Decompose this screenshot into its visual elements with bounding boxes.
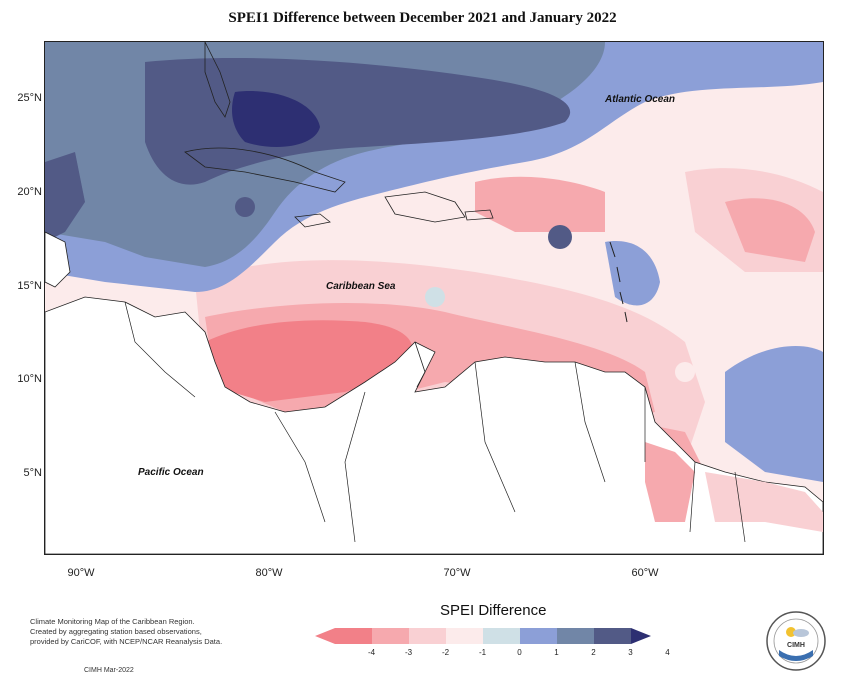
credits-block: Climate Monitoring Map of the Caribbean … (30, 617, 260, 647)
land-yucatan (45, 231, 71, 288)
land-region-pink-guiana (645, 442, 695, 522)
region-pink-leewards (475, 176, 605, 232)
legend-arrow-low (315, 628, 335, 644)
legend-swatch (372, 628, 409, 644)
legend-swatch (335, 628, 372, 644)
lat-label-15: 15°N (17, 280, 42, 292)
island-puerto-rico (464, 209, 494, 221)
region-light-spot (425, 287, 445, 307)
legend-tick-label: 0 (517, 648, 522, 657)
legend-swatch (483, 628, 520, 644)
lat-label-20: 20°N (17, 186, 42, 198)
region-dark-yucatan (45, 152, 85, 242)
region-red-colombia (205, 320, 413, 402)
lon-label-70: 70°W (443, 567, 471, 579)
credits-line-1: Climate Monitoring Map of the Caribbean … (30, 617, 195, 626)
label-pacific-ocean: Pacific Ocean (138, 467, 204, 478)
region-pale-spot (675, 362, 695, 382)
legend-tick-label: 3 (628, 648, 633, 657)
land-region-pink-suriname (705, 472, 823, 532)
region-dark-bahamas (145, 57, 571, 185)
spei-map (45, 42, 823, 554)
credits-line-2: Created by aggregating station based obs… (30, 627, 202, 636)
lon-label-90: 90°W (67, 567, 95, 579)
lake-maracaibo (414, 341, 426, 388)
florida-outline (204, 42, 231, 118)
logo-inner-ring (773, 618, 819, 664)
legend-title: SPEI Difference (440, 602, 547, 619)
legend-tick-label: -4 (367, 648, 376, 657)
lat-label-5: 5°N (23, 467, 42, 479)
map-title: SPEI1 Difference between December 2021 a… (228, 10, 617, 26)
lesser-antilles (609, 241, 628, 323)
region-blue-spot-2 (235, 197, 255, 217)
region-darkest-bahamas (232, 91, 320, 147)
legend-swatch (409, 628, 446, 644)
lat-label-25: 25°N (17, 92, 42, 104)
cloud-icon (793, 629, 809, 637)
label-atlantic-ocean: Atlantic Ocean (605, 94, 676, 105)
legend-tick-label: 2 (591, 648, 596, 657)
label-caribbean-sea: Caribbean Sea (326, 281, 396, 292)
country-borders (124, 301, 746, 543)
legend-tick-label: -3 (404, 648, 413, 657)
map-panel (44, 41, 824, 555)
legend-swatch (557, 628, 594, 644)
region-blue-spot (548, 225, 572, 249)
logo-text: CIMH (787, 642, 805, 649)
sea-icon (779, 650, 813, 661)
legend-tick-label: 4 (665, 648, 670, 657)
legend-tick-label: -1 (478, 648, 487, 657)
lon-label-60: 60°W (631, 567, 659, 579)
legend-swatch (520, 628, 557, 644)
legend-swatch (594, 628, 631, 644)
credits-line-3: provided by CariCOF, with NCEP/NCAR Rean… (30, 637, 223, 646)
cimh-logo: CIMH (766, 611, 826, 671)
region-pink-east (725, 198, 815, 262)
legend-tick-label: -2 (441, 648, 450, 657)
island-jamaica (294, 213, 331, 228)
region-blue-windwards (605, 241, 660, 306)
legend-swatch (446, 628, 483, 644)
credits-date: CIMH Mar-2022 (84, 667, 134, 674)
legend-colorbar (315, 628, 651, 644)
legend-arrow-high (631, 628, 651, 644)
lon-label-80: 80°W (255, 567, 283, 579)
land-south-central-america (45, 296, 823, 554)
sun-icon (786, 627, 796, 637)
region-blue-southeast (725, 346, 823, 482)
island-cuba (184, 147, 346, 193)
lat-label-10: 10°N (17, 373, 42, 385)
island-hispaniola (384, 191, 466, 223)
legend-tick-label: 1 (554, 648, 559, 657)
